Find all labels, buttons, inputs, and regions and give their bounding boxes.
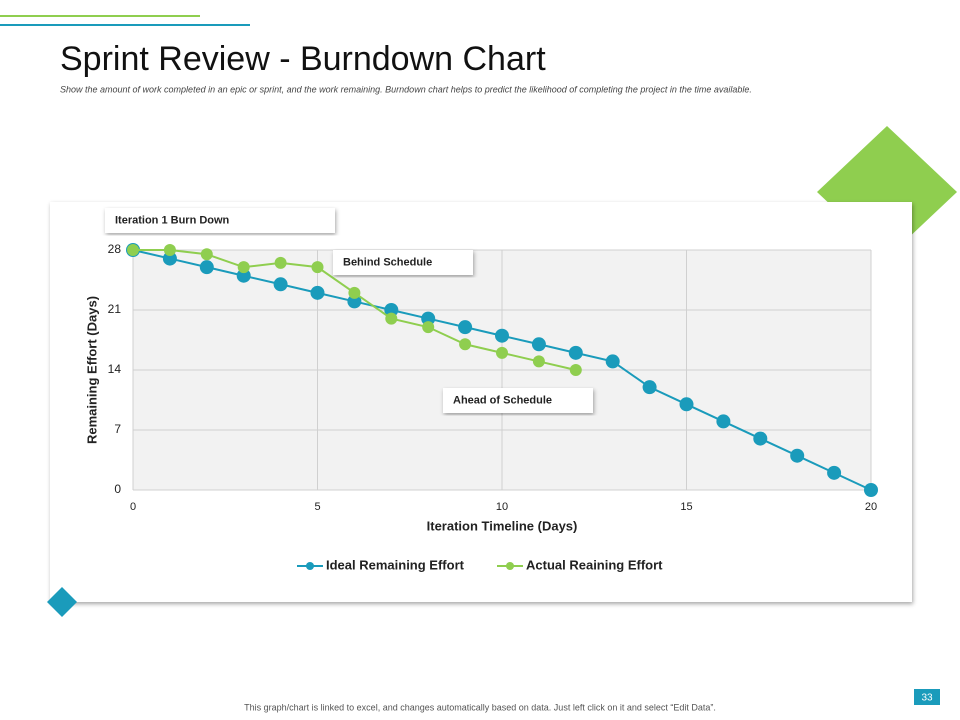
data-point (311, 261, 324, 274)
data-point (532, 355, 545, 368)
data-point (200, 248, 213, 261)
data-point (348, 286, 361, 299)
data-point (458, 320, 473, 335)
data-point (310, 285, 325, 300)
footer-note: This graph/chart is linked to excel, and… (244, 702, 716, 712)
data-point (864, 483, 878, 497)
x-tick-label: 10 (496, 501, 508, 513)
x-tick-label: 0 (130, 501, 136, 513)
data-point (790, 448, 805, 463)
page-number-box (914, 689, 940, 705)
legend-marker (306, 562, 314, 570)
x-axis-title: Iteration Timeline (Days) (427, 518, 578, 533)
legend-label: Ideal Remaining Effort (326, 557, 465, 572)
data-point (199, 260, 214, 275)
data-point (679, 397, 694, 412)
data-point (605, 354, 620, 369)
legend-label: Actual Reaining Effort (526, 557, 663, 572)
annotation: Behind Schedule (343, 256, 432, 268)
data-point (384, 303, 399, 317)
y-axis-title: Remaining Effort (Days) (84, 296, 99, 444)
legend-marker (506, 562, 514, 570)
data-point (162, 251, 177, 266)
data-point (569, 364, 582, 376)
y-tick-label: 21 (108, 302, 122, 316)
slide-subtitle: Show the amount of work completed in an … (60, 84, 752, 94)
data-point (495, 328, 509, 343)
data-point (163, 244, 176, 256)
x-tick-label: 15 (680, 501, 692, 513)
data-point (459, 338, 472, 351)
data-point (422, 321, 435, 334)
annotation: Iteration 1 Burn Down (115, 214, 230, 226)
x-tick-label: 20 (865, 501, 877, 513)
data-point (127, 244, 139, 256)
data-point (236, 268, 251, 283)
data-point (568, 345, 583, 360)
data-point (753, 431, 768, 446)
deco-diamond (47, 587, 77, 617)
y-tick-label: 28 (108, 242, 122, 256)
annotation: Ahead of Schedule (453, 394, 552, 406)
annotation-box (333, 250, 473, 275)
data-point (347, 294, 362, 309)
y-tick-label: 7 (114, 422, 121, 436)
x-tick-label: 5 (314, 501, 320, 513)
data-point (421, 311, 436, 326)
y-tick-label: 0 (114, 482, 121, 496)
annotation-box (105, 208, 335, 233)
data-point (716, 414, 731, 429)
data-point (274, 256, 287, 269)
slide-title: Sprint Review - Burndown Chart (60, 40, 546, 78)
data-point (642, 380, 657, 395)
data-point (496, 346, 508, 359)
data-point (531, 337, 546, 352)
data-point (827, 465, 842, 480)
y-tick-label: 14 (108, 362, 122, 376)
page-number: 33 (921, 693, 933, 704)
data-point (273, 277, 288, 292)
data-point (237, 261, 250, 274)
data-point (385, 312, 398, 325)
annotation-box (443, 388, 593, 413)
